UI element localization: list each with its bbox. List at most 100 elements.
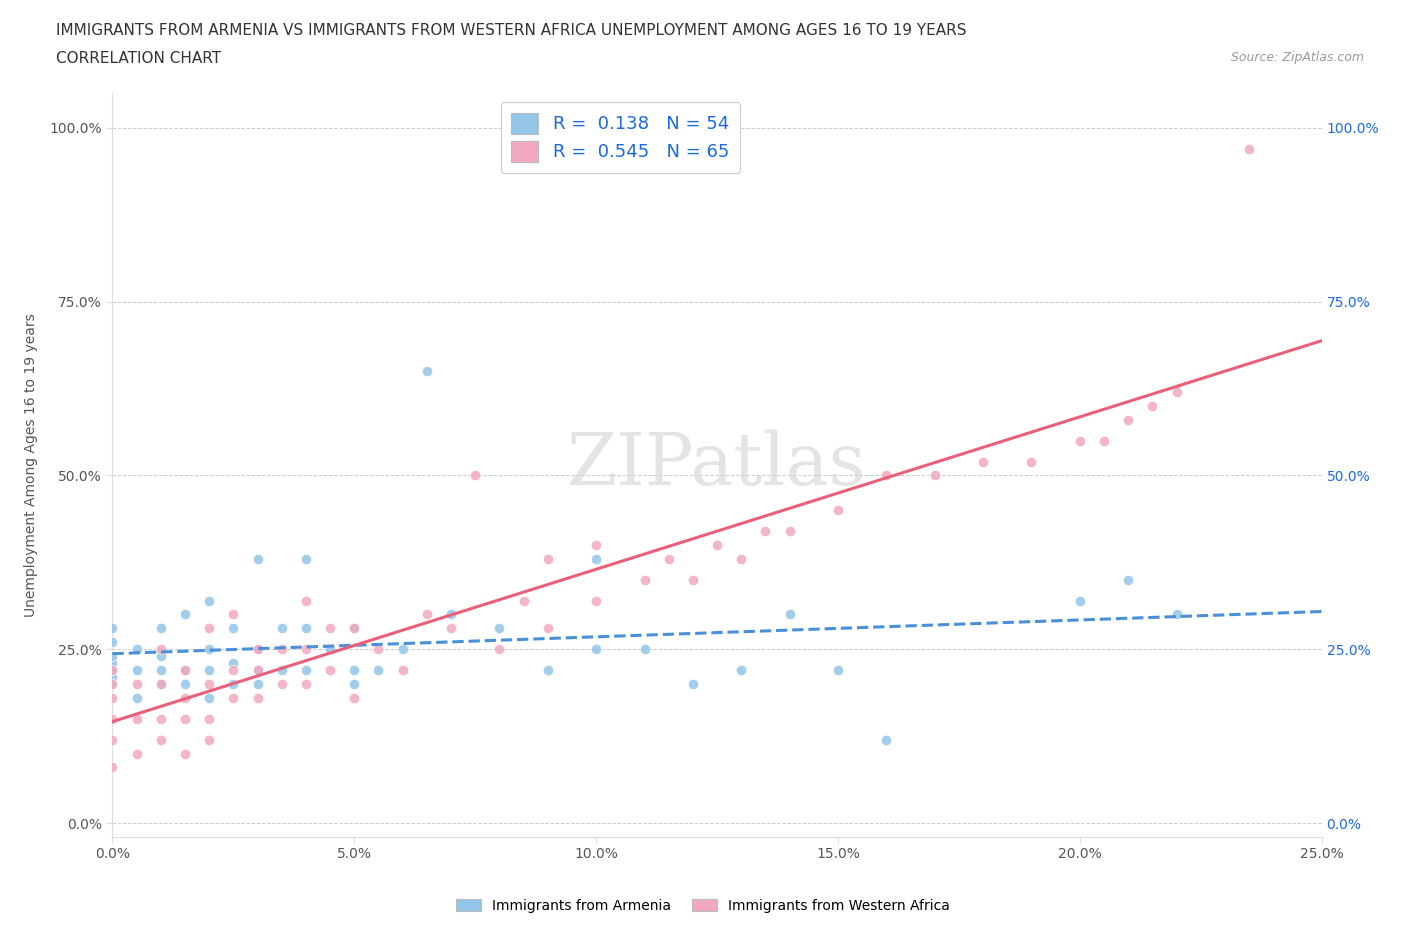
Point — [222, 607, 245, 622]
Point — [295, 551, 318, 566]
Point — [1021, 454, 1043, 469]
Point — [827, 503, 849, 518]
Point — [585, 538, 607, 552]
Point — [585, 593, 607, 608]
Point — [125, 663, 148, 678]
Point — [198, 690, 221, 705]
Point — [101, 621, 124, 636]
Point — [1166, 607, 1188, 622]
Point — [779, 524, 801, 538]
Point — [222, 621, 245, 636]
Point — [440, 607, 463, 622]
Point — [633, 572, 655, 587]
Point — [101, 690, 124, 705]
Point — [488, 642, 510, 657]
Point — [1237, 141, 1260, 156]
Point — [125, 690, 148, 705]
Point — [246, 551, 269, 566]
Point — [1116, 412, 1139, 427]
Point — [222, 663, 245, 678]
Text: IMMIGRANTS FROM ARMENIA VS IMMIGRANTS FROM WESTERN AFRICA UNEMPLOYMENT AMONG AGE: IMMIGRANTS FROM ARMENIA VS IMMIGRANTS FR… — [56, 23, 967, 38]
Point — [101, 732, 124, 747]
Point — [101, 677, 124, 692]
Point — [198, 732, 221, 747]
Point — [585, 551, 607, 566]
Point — [537, 621, 560, 636]
Point — [343, 663, 366, 678]
Point — [149, 663, 172, 678]
Point — [101, 670, 124, 684]
Point — [319, 621, 342, 636]
Point — [319, 642, 342, 657]
Point — [174, 690, 197, 705]
Point — [1166, 384, 1188, 399]
Point — [658, 551, 681, 566]
Point — [246, 663, 269, 678]
Point — [585, 642, 607, 657]
Point — [512, 593, 534, 608]
Point — [101, 677, 124, 692]
Point — [149, 677, 172, 692]
Point — [246, 690, 269, 705]
Point — [222, 677, 245, 692]
Point — [295, 663, 318, 678]
Point — [174, 677, 197, 692]
Point — [198, 663, 221, 678]
Point — [270, 642, 292, 657]
Point — [633, 642, 655, 657]
Point — [101, 711, 124, 726]
Point — [174, 711, 197, 726]
Point — [972, 454, 994, 469]
Point — [730, 663, 752, 678]
Point — [270, 621, 292, 636]
Point — [295, 593, 318, 608]
Point — [440, 621, 463, 636]
Point — [101, 635, 124, 650]
Point — [924, 468, 946, 483]
Point — [125, 711, 148, 726]
Legend: R =  0.138   N = 54, R =  0.545   N = 65: R = 0.138 N = 54, R = 0.545 N = 65 — [501, 102, 740, 173]
Point — [343, 621, 366, 636]
Point — [149, 642, 172, 657]
Point — [198, 593, 221, 608]
Point — [222, 656, 245, 671]
Point — [149, 649, 172, 664]
Text: CORRELATION CHART: CORRELATION CHART — [56, 51, 221, 66]
Point — [416, 364, 439, 379]
Point — [367, 663, 389, 678]
Point — [343, 690, 366, 705]
Point — [295, 677, 318, 692]
Point — [416, 607, 439, 622]
Point — [246, 642, 269, 657]
Point — [827, 663, 849, 678]
Point — [488, 621, 510, 636]
Point — [319, 663, 342, 678]
Point — [391, 663, 413, 678]
Point — [222, 690, 245, 705]
Legend: Immigrants from Armenia, Immigrants from Western Africa: Immigrants from Armenia, Immigrants from… — [450, 894, 956, 919]
Point — [174, 663, 197, 678]
Point — [295, 621, 318, 636]
Point — [174, 746, 197, 761]
Point — [537, 663, 560, 678]
Point — [246, 642, 269, 657]
Point — [270, 677, 292, 692]
Point — [464, 468, 486, 483]
Point — [198, 677, 221, 692]
Point — [149, 677, 172, 692]
Point — [101, 663, 124, 678]
Point — [1069, 433, 1091, 448]
Point — [246, 677, 269, 692]
Point — [295, 642, 318, 657]
Point — [537, 551, 560, 566]
Point — [391, 642, 413, 657]
Point — [343, 621, 366, 636]
Point — [1142, 398, 1164, 413]
Point — [1092, 433, 1115, 448]
Point — [246, 663, 269, 678]
Point — [754, 524, 776, 538]
Point — [1116, 572, 1139, 587]
Point — [125, 677, 148, 692]
Point — [125, 746, 148, 761]
Point — [101, 649, 124, 664]
